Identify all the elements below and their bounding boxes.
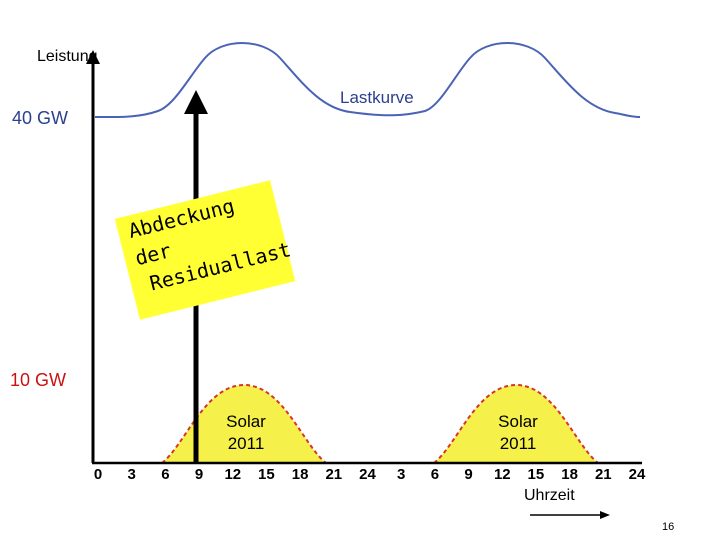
level-high-label: 40 GW: [12, 108, 69, 128]
x-tick-label: 21: [595, 466, 612, 483]
x-tick-label: 15: [258, 466, 275, 483]
solar-label-right: Solar 2011: [488, 411, 548, 455]
x-tick-label: 12: [494, 466, 511, 483]
x-tick-label: 12: [224, 466, 241, 483]
solar-hump-right: [431, 383, 601, 464]
x-tick-label: 18: [292, 466, 309, 483]
load-curve: [94, 42, 641, 119]
x-tick-label: 24: [359, 466, 376, 483]
x-tick-label: 18: [561, 466, 578, 483]
solar-label-left: Solar 2011: [216, 411, 276, 455]
x-tick-label: 9: [464, 466, 472, 483]
level-low-label: 10 GW: [10, 370, 67, 390]
x-tick-label: 3: [397, 466, 405, 483]
time-arrow-head: [600, 511, 610, 519]
solar-label-line: 2011: [499, 434, 537, 453]
solar-label-line: 2011: [227, 434, 265, 453]
y-axis-label: Leistung: [37, 48, 98, 65]
solar-label-line: Solar: [226, 412, 266, 431]
y-axis-arrowhead: [86, 50, 100, 64]
x-tick-labels: 0 3 6 9 12 15 18 21 24 3 6 9 12 15 18 21 24: [94, 466, 646, 483]
solar-label-line: Solar: [498, 412, 538, 431]
x-tick-label: 15: [528, 466, 545, 483]
page-number: 16: [662, 521, 675, 533]
load-curve-label: Lastkurve: [340, 88, 414, 107]
x-tick-label: 21: [325, 466, 342, 483]
solar-hump-left: [159, 383, 329, 464]
x-tick-label: 6: [161, 466, 169, 483]
x-tick-label: 3: [128, 466, 136, 483]
x-tick-label: 9: [195, 466, 203, 483]
x-tick-label: 0: [94, 466, 102, 483]
x-tick-label: 6: [431, 466, 439, 483]
x-tick-label: 24: [629, 466, 646, 483]
x-axis-unit-label: Uhrzeit: [524, 487, 575, 504]
coverage-arrow-head: [184, 90, 208, 114]
